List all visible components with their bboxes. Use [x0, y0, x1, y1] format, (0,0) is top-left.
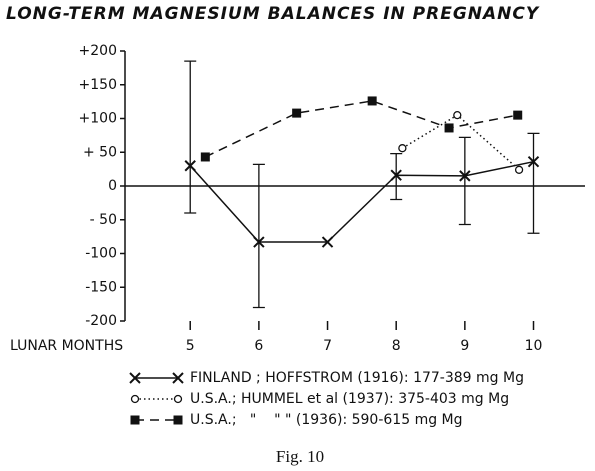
series-line: [401, 114, 520, 171]
marker-x: [253, 236, 265, 248]
y-tick-label: 0: [108, 178, 117, 194]
marker-x: [321, 236, 334, 248]
error-bar: [184, 60, 197, 214]
y-tick-label: +100: [79, 111, 117, 127]
series-line: [205, 100, 518, 158]
marker-square: [292, 108, 302, 118]
y-tick-label: -100: [85, 246, 117, 262]
x-axis-label: LUNAR MONTHS: [10, 338, 123, 354]
marker-square: [173, 415, 183, 425]
legend-label: U.S.A.; HUMMEL et al (1937): 375-403 mg …: [190, 391, 509, 407]
error-bar: [252, 163, 265, 309]
y-tick-label: -150: [85, 279, 117, 295]
error-bar: [458, 136, 471, 226]
marker-circle: [514, 165, 524, 174]
x-tick-label: 10: [525, 338, 543, 354]
marker-x: [172, 372, 184, 384]
marker-x: [129, 372, 141, 384]
marker-square: [513, 110, 523, 120]
marker-x: [184, 160, 196, 172]
y-tick-label: +150: [79, 77, 117, 93]
x-tick-label: 6: [254, 338, 263, 354]
marker-circle: [453, 110, 462, 120]
marker-square: [444, 123, 454, 133]
y-tick-label: -200: [85, 313, 117, 329]
marker-circle: [173, 394, 183, 404]
x-tick-label: 5: [186, 338, 195, 354]
y-tick-label: + 50: [83, 144, 117, 160]
legend-label: U.S.A.; " " " (1936): 590-615 mg Mg: [190, 412, 463, 428]
marker-square: [200, 152, 210, 162]
marker-x: [459, 170, 471, 182]
x-tick-label: 7: [323, 338, 332, 354]
error-bar: [527, 132, 540, 234]
marker-square: [367, 96, 377, 106]
marker-circle: [398, 144, 407, 153]
y-tick-label: +200: [79, 43, 117, 59]
marker-x: [527, 155, 540, 168]
marker-x: [390, 169, 402, 181]
x-tick-label: 8: [392, 338, 401, 354]
marker-square: [130, 415, 140, 425]
series-line: [189, 160, 534, 243]
caption: Fig. 10: [276, 447, 324, 466]
x-tick-label: 9: [460, 338, 469, 354]
legend-label: FINLAND ; HOFFSTROM (1916): 177-389 mg M…: [190, 370, 524, 386]
marker-circle: [130, 394, 140, 404]
y-tick-label: - 50: [90, 212, 117, 228]
chart-title: LONG-TERM MAGNESIUM BALANCES IN PREGNANC…: [6, 4, 540, 24]
